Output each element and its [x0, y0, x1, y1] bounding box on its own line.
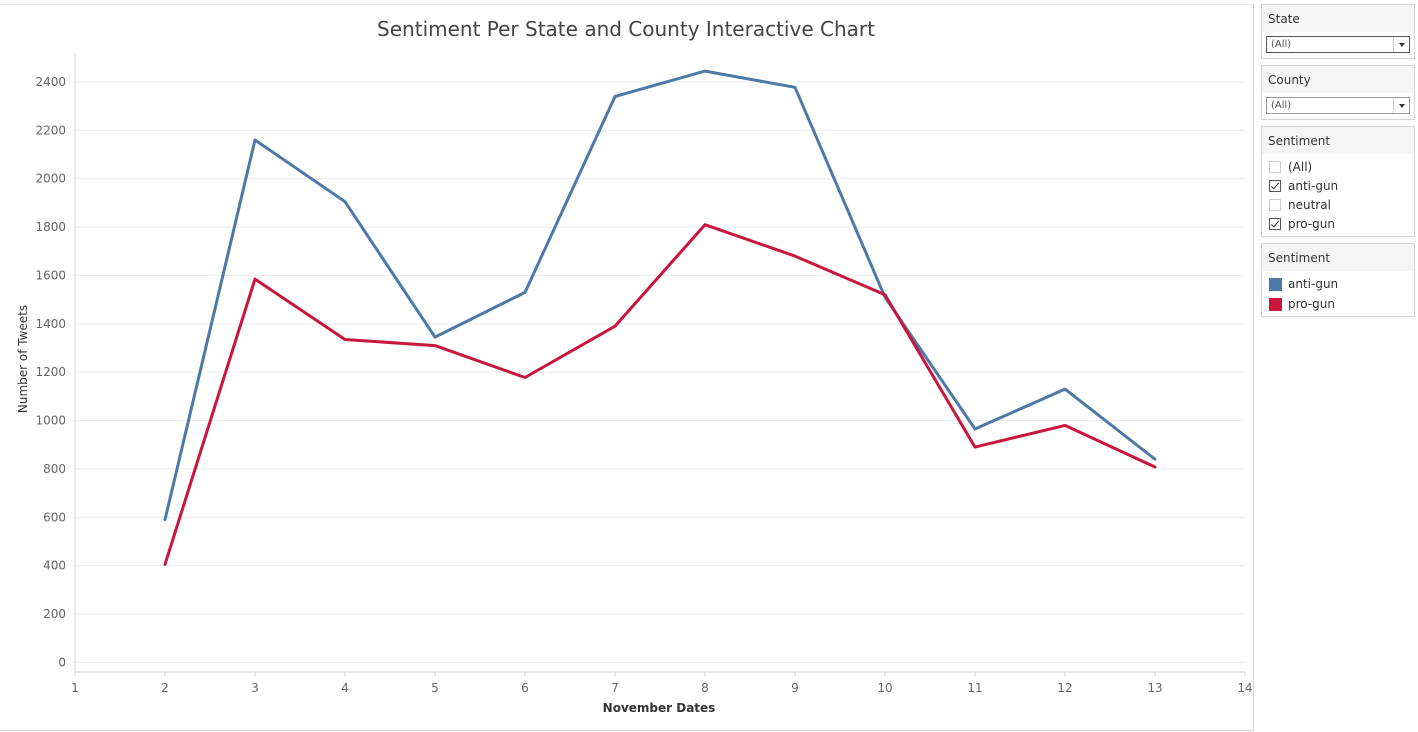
x-tick-label: 2: [161, 681, 169, 695]
data-point-anti-gun[interactable]: [794, 86, 797, 89]
sentiment-option-neutral[interactable]: neutral: [1266, 195, 1410, 214]
x-tick-label: 7: [611, 681, 619, 695]
x-tick-label: 14: [1237, 681, 1252, 695]
chart-title: Sentiment Per State and County Interacti…: [377, 17, 875, 41]
sentiment-legend-card: Sentiment anti-gun pro-gun: [1261, 243, 1415, 317]
state-filter-card: State (All): [1261, 4, 1415, 59]
sentiment-option-pro-gun[interactable]: pro-gun: [1266, 214, 1410, 233]
x-tick-label: 12: [1057, 681, 1072, 695]
y-tick-label: 2400: [35, 75, 66, 89]
data-point-anti-gun[interactable]: [1154, 458, 1157, 461]
sentiment-option-anti-gun[interactable]: anti-gun: [1266, 176, 1410, 195]
data-point-anti-gun[interactable]: [344, 200, 347, 203]
y-tick-label: 2200: [35, 123, 66, 137]
sentiment-option-label: anti-gun: [1288, 178, 1339, 193]
state-filter-title: State: [1262, 5, 1414, 32]
county-dropdown-toggle[interactable]: [1393, 98, 1409, 113]
legend-swatch-pro-gun: [1269, 297, 1282, 311]
state-dropdown-value: (All): [1271, 39, 1292, 50]
data-point-pro-gun[interactable]: [524, 376, 527, 379]
y-tick-label: 600: [43, 510, 66, 524]
state-dropdown[interactable]: (All): [1266, 36, 1410, 53]
x-tick-label: 9: [791, 681, 799, 695]
checkbox-neutral[interactable]: [1269, 198, 1281, 211]
chevron-down-icon: [1399, 104, 1405, 108]
x-tick-label: 4: [341, 681, 349, 695]
axes: 0 200 400 600 800 1000 1200 1400 1600 1800 2000 220…: [35, 53, 1252, 695]
data-point-pro-gun[interactable]: [974, 446, 977, 449]
data-point-pro-gun[interactable]: [434, 344, 437, 347]
sentiment-option-label: (All): [1288, 159, 1313, 174]
county-dropdown[interactable]: (All): [1266, 97, 1410, 114]
y-tick-label: 0: [58, 655, 66, 669]
y-tick-label: 400: [43, 559, 66, 573]
county-filter-card: County (All): [1261, 65, 1415, 120]
sentiment-option-all[interactable]: (All): [1266, 157, 1410, 176]
legend-item-pro-gun[interactable]: pro-gun: [1266, 294, 1410, 314]
data-point-pro-gun[interactable]: [794, 255, 797, 258]
chevron-down-icon: [1399, 43, 1405, 47]
county-dropdown-value: (All): [1271, 100, 1292, 111]
x-tick-label: 1: [71, 681, 79, 695]
x-tick-label: 11: [967, 681, 982, 695]
data-point-anti-gun[interactable]: [254, 139, 257, 142]
x-tick-label: 10: [877, 681, 892, 695]
checkbox-pro-gun[interactable]: [1269, 217, 1281, 230]
legend-item-anti-gun[interactable]: anti-gun: [1266, 274, 1410, 294]
data-point-anti-gun[interactable]: [974, 427, 977, 430]
data-point-pro-gun[interactable]: [884, 293, 887, 296]
sentiment-option-label: pro-gun: [1288, 216, 1336, 231]
sidebar: State (All) County (All) Sentiment (All): [1261, 4, 1415, 323]
county-filter-title: County: [1262, 66, 1414, 93]
data-point-anti-gun[interactable]: [1064, 388, 1067, 391]
data-point-pro-gun[interactable]: [164, 563, 167, 566]
y-tick-label: 2000: [35, 172, 66, 186]
data-point-pro-gun[interactable]: [614, 325, 617, 328]
legend-label: pro-gun: [1288, 297, 1336, 311]
gridlines: [75, 81, 1245, 663]
legend-title: Sentiment: [1262, 244, 1414, 271]
data-point-anti-gun[interactable]: [614, 95, 617, 98]
y-tick-label: 200: [43, 607, 66, 621]
y-tick-label: 1000: [35, 414, 66, 428]
y-tick-label: 1600: [35, 268, 66, 282]
y-tick-label: 1200: [35, 365, 66, 379]
legend-swatch-anti-gun: [1269, 277, 1282, 291]
y-tick-label: 1400: [35, 317, 66, 331]
line-chart[interactable]: Sentiment Per State and County Interacti…: [0, 5, 1252, 731]
legend-label: anti-gun: [1288, 277, 1339, 291]
x-tick-label: 8: [701, 681, 709, 695]
data-point-pro-gun[interactable]: [1064, 424, 1067, 427]
checkbox-anti-gun[interactable]: [1269, 179, 1281, 192]
x-axis-label: November Dates: [603, 701, 716, 715]
y-axis-label: Number of Tweets: [16, 305, 30, 413]
data-point-anti-gun[interactable]: [434, 336, 437, 339]
x-tick-label: 5: [431, 681, 439, 695]
sentiment-filter-card: Sentiment (All) anti-gun neutral pro-gun: [1261, 126, 1415, 237]
x-tick-label: 13: [1147, 681, 1162, 695]
y-tick-label: 1800: [35, 220, 66, 234]
chart-panel: Sentiment Per State and County Interacti…: [0, 4, 1254, 731]
data-point-pro-gun[interactable]: [704, 223, 707, 226]
data-point-anti-gun[interactable]: [524, 291, 527, 294]
series-line-pro-gun[interactable]: [163, 223, 1157, 566]
series-line-anti-gun[interactable]: [163, 69, 1157, 522]
y-tick-label: 800: [43, 462, 66, 476]
data-point-anti-gun[interactable]: [704, 70, 707, 73]
state-dropdown-toggle[interactable]: [1393, 37, 1409, 52]
data-point-pro-gun[interactable]: [344, 338, 347, 341]
data-point-anti-gun[interactable]: [164, 518, 167, 521]
x-tick-label: 6: [521, 681, 529, 695]
x-tick-label: 3: [251, 681, 259, 695]
sentiment-option-label: neutral: [1288, 197, 1331, 212]
checkbox-all[interactable]: [1269, 160, 1281, 173]
data-point-pro-gun[interactable]: [254, 278, 257, 281]
sentiment-filter-title: Sentiment: [1262, 127, 1414, 154]
series-lines[interactable]: [163, 69, 1157, 566]
data-point-pro-gun[interactable]: [1154, 465, 1157, 468]
